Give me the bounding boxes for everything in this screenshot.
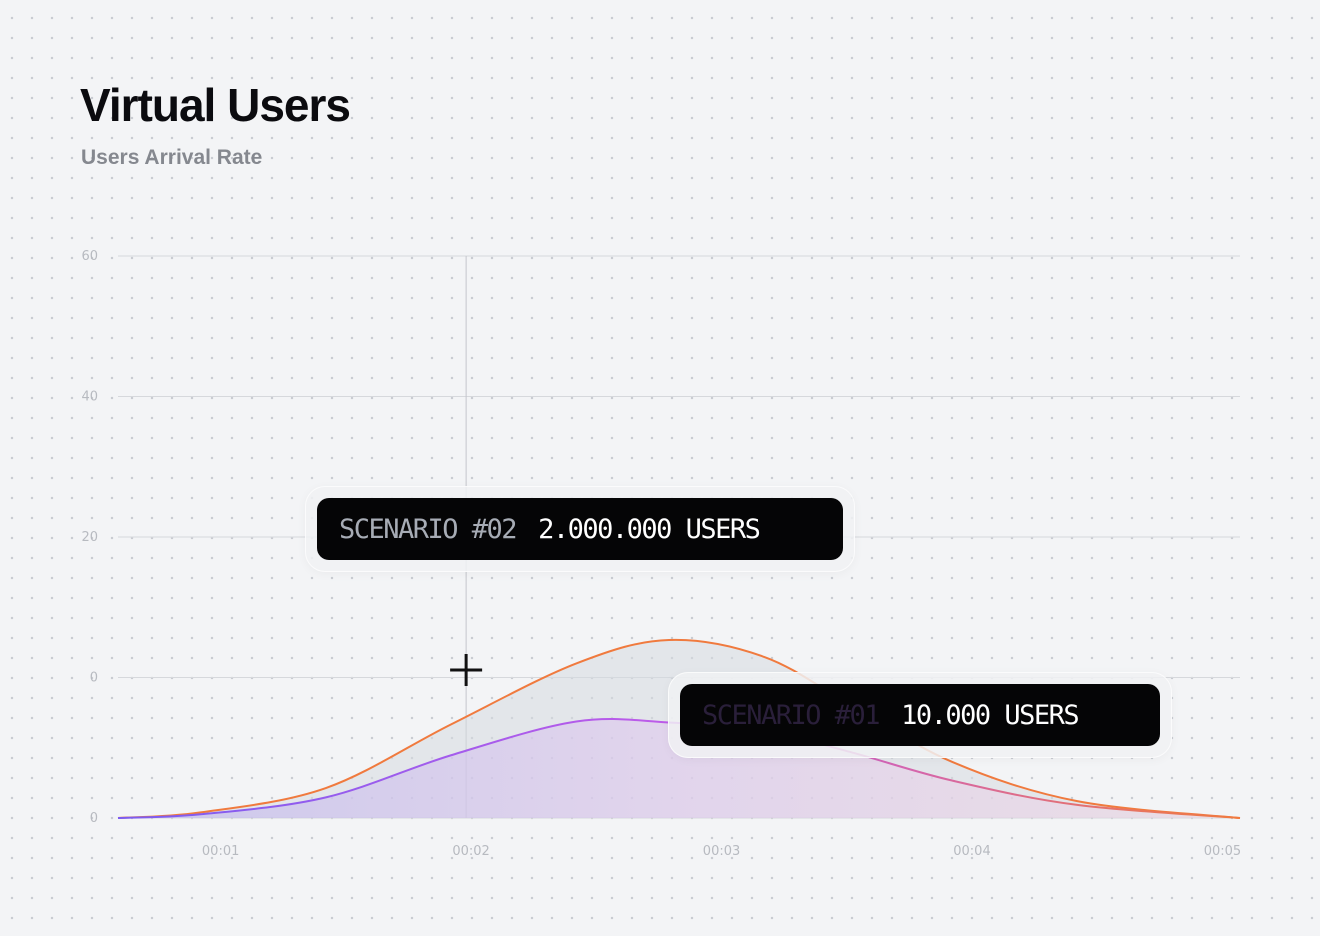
x-tick-label: 00:01: [202, 844, 239, 859]
y-tick-label: 20: [81, 530, 98, 545]
y-tick-label: 40: [81, 390, 98, 405]
tooltip-scenario-02: SCENARIO #02 2.000.000 USERS: [305, 486, 855, 572]
series-area-scenario-01: [118, 718, 1240, 818]
x-tick-label: 00:02: [452, 844, 489, 859]
tooltip-scenario-label: SCENARIO #02: [339, 513, 518, 545]
y-tick-label: 0: [90, 671, 98, 686]
x-tick-label: 00:04: [953, 844, 990, 859]
tooltip-scenario-01: SCENARIO #01 10.000 USERS: [668, 672, 1172, 758]
tooltip-scenario-label: SCENARIO #01: [702, 699, 881, 731]
page-subtitle: Users Arrival Rate: [81, 146, 263, 169]
y-tick-label: 60: [81, 249, 98, 264]
crosshair-cursor-icon: [450, 654, 483, 686]
page-title: Virtual Users: [80, 79, 351, 131]
y-tick-label: 0: [90, 811, 98, 826]
x-tick-label: 00:03: [703, 844, 740, 859]
tooltip-users-value: 10.000 USERS: [901, 699, 1080, 731]
tick-labels: 60 40 20 0 0 00:01 00:02 00:03 00:04 00:05: [81, 249, 1241, 859]
tooltip-users-value: 2.000.000 USERS: [538, 513, 761, 545]
series-line-scenario-02: [117, 638, 1241, 819]
x-tick-label: 00:05: [1204, 844, 1241, 859]
